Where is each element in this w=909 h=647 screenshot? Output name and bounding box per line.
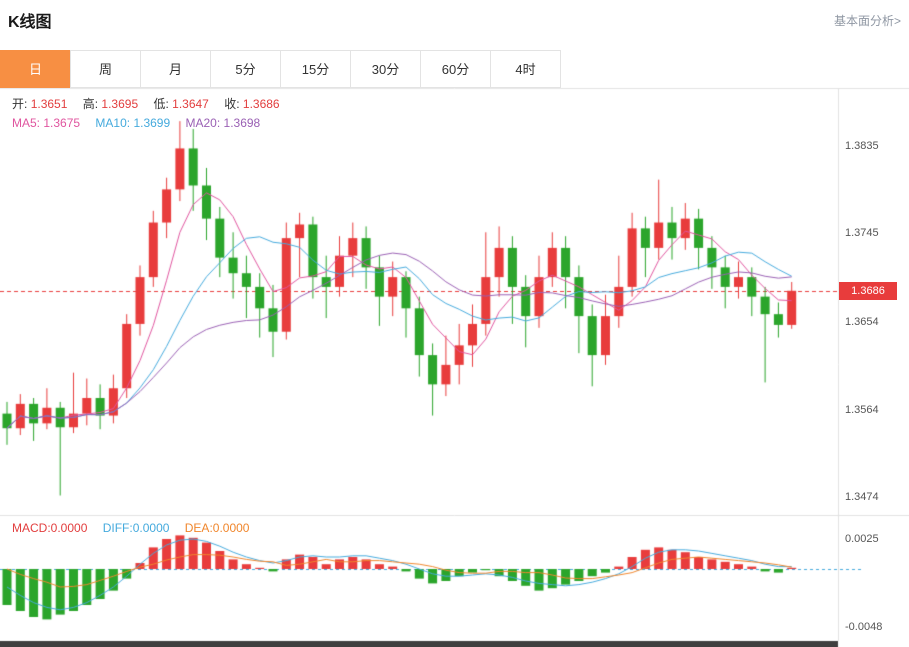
ma20-value: 1.3698 <box>223 116 261 130</box>
tab-week[interactable]: 周 <box>70 50 141 88</box>
main-axis-tick: 1.3564 <box>845 403 879 416</box>
ohlc-row: 开: 1.3651 高: 1.3695 低: 1.3647 收: 1.3686 <box>12 95 292 112</box>
tab-30min[interactable]: 30分 <box>350 50 421 88</box>
open-value: 1.3651 <box>30 97 68 111</box>
ma10-value: 1.3699 <box>133 116 171 130</box>
main-axis-tick: 1.3835 <box>845 139 879 152</box>
macd-legend-row: MACD:0.0000 DIFF:0.0000 DEA:0.0000 <box>12 521 261 535</box>
tab-60min[interactable]: 60分 <box>420 50 491 88</box>
diff-label: DIFF: <box>102 521 133 535</box>
dea-legend: DEA:0.0000 <box>185 521 250 535</box>
close-value: 1.3686 <box>242 97 280 111</box>
main-axis-tick: 1.3745 <box>845 227 879 240</box>
diff-value: 0.0000 <box>132 521 170 535</box>
low-value: 1.3647 <box>172 97 209 111</box>
macd-label: MACD: <box>12 521 51 535</box>
ma5-value: 1.3675 <box>43 116 81 130</box>
tab-4hour[interactable]: 4时 <box>490 50 561 88</box>
open-label: 开: <box>12 97 28 111</box>
tab-month[interactable]: 月 <box>140 50 211 88</box>
macd-axis-tick: -0.0048 <box>845 620 883 633</box>
main-axis-tick: 1.3474 <box>845 491 879 504</box>
low-label: 低: <box>153 97 169 111</box>
ma5-label: MA5: <box>12 116 41 130</box>
tab-day[interactable]: 日 <box>0 50 71 88</box>
close-label: 收: <box>224 97 240 111</box>
ma10-label: MA10: <box>95 116 131 130</box>
tab-15min[interactable]: 15分 <box>280 50 351 88</box>
ma20-label: MA20: <box>185 116 221 130</box>
macd-value: 0.0000 <box>50 521 88 535</box>
high-label: 高: <box>82 97 99 111</box>
dea-label: DEA: <box>184 521 213 535</box>
current-price-tag: 1.3686 <box>839 281 897 300</box>
page-title: K线图 <box>8 14 52 31</box>
fundamental-analysis-link[interactable]: 基本面分析> <box>833 14 901 28</box>
macd-legend: MACD:0.0000 <box>12 521 91 535</box>
ma5-legend: MA5: 1.3675 <box>12 116 83 130</box>
main-axis-tick: 1.3654 <box>845 315 879 328</box>
ma20-legend: MA20: 1.3698 <box>185 116 260 130</box>
dea-value: 0.0000 <box>212 521 250 535</box>
ma10-legend: MA10: 1.3699 <box>95 116 173 130</box>
period-tabs: 日 周 月 5分 15分 30分 60分 4时 <box>0 50 561 88</box>
diff-legend: DIFF:0.0000 <box>103 521 173 535</box>
ma-legend-row: MA5: 1.3675 MA10: 1.3699 MA20: 1.3698 <box>12 116 272 130</box>
macd-axis-tick: 0.0025 <box>845 533 879 545</box>
tab-5min[interactable]: 5分 <box>210 50 281 88</box>
high-value: 1.3695 <box>101 97 139 111</box>
